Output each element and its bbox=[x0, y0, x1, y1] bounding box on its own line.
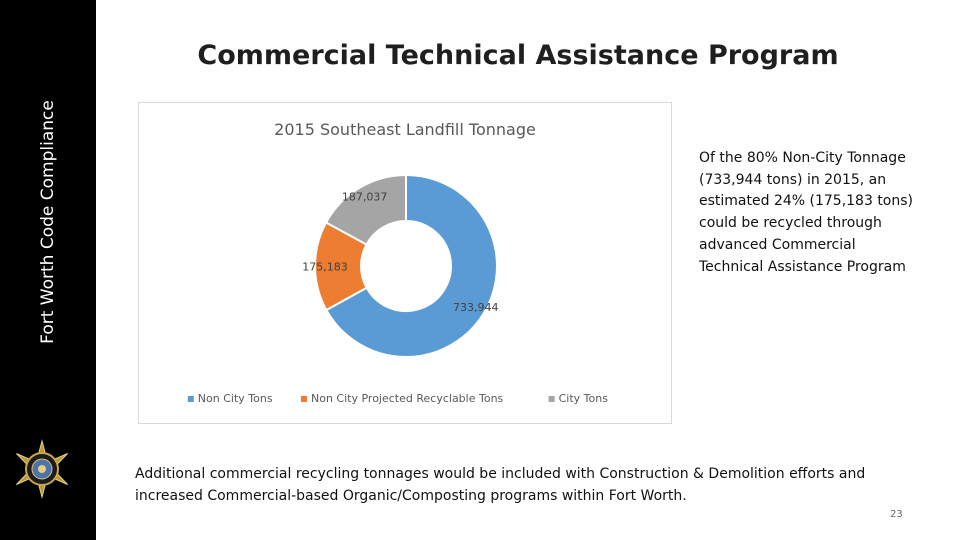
legend-label-city-tons: City Tons bbox=[559, 392, 609, 405]
page-title: Commercial Technical Assistance Program bbox=[197, 40, 839, 71]
data-label-city-tons: 187,037 bbox=[342, 190, 388, 203]
legend-swatch-non-city-tons bbox=[187, 396, 194, 402]
sidebar-label: Fort Worth Code Compliance bbox=[38, 100, 58, 344]
legend-label-non-city-projected-recyclable-tons: Non City Projected Recyclable Tons bbox=[311, 392, 504, 405]
legend-label-non-city-tons: Non City Tons bbox=[198, 392, 273, 405]
page-number: 23 bbox=[890, 509, 903, 520]
donut-chart: 2015 Southeast Landfill Tonnage 733,944 1… bbox=[138, 102, 672, 424]
slice-city-tons bbox=[324, 173, 407, 246]
legend-swatch-non-city-projected-recyclable-tons bbox=[301, 396, 307, 402]
chart-title: 2015 Southeast Landfill Tonnage bbox=[274, 120, 536, 139]
sheriff-star-badge-icon bbox=[16, 439, 68, 499]
data-label-non-city-projected-recyclable-tons: 175,183 bbox=[302, 260, 348, 273]
footer-note: Additional commercial recycling tonnages… bbox=[135, 466, 866, 504]
side-note: Of the 80% Non-City Tonnage (733,944 ton… bbox=[699, 150, 913, 275]
data-label-non-city-tons: 733,944 bbox=[453, 301, 499, 314]
legend-swatch-city-tons bbox=[548, 396, 555, 402]
slice-non-city-tons bbox=[325, 173, 498, 358]
sidebar: Fort Worth Code Compliance bbox=[0, 0, 96, 540]
chart-canvas: 2015 Southeast Landfill Tonnage 733,944 1… bbox=[187, 120, 609, 405]
